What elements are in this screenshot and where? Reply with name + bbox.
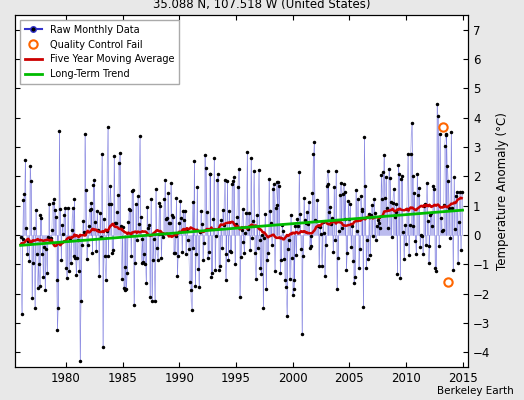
Text: Berkeley Earth: Berkeley Earth [437, 386, 514, 396]
Legend: Raw Monthly Data, Quality Control Fail, Five Year Moving Average, Long-Term Tren: Raw Monthly Data, Quality Control Fail, … [20, 20, 179, 84]
Y-axis label: Temperature Anomaly (°C): Temperature Anomaly (°C) [496, 112, 509, 270]
Text: 35.088 N, 107.518 W (United States): 35.088 N, 107.518 W (United States) [153, 0, 371, 11]
